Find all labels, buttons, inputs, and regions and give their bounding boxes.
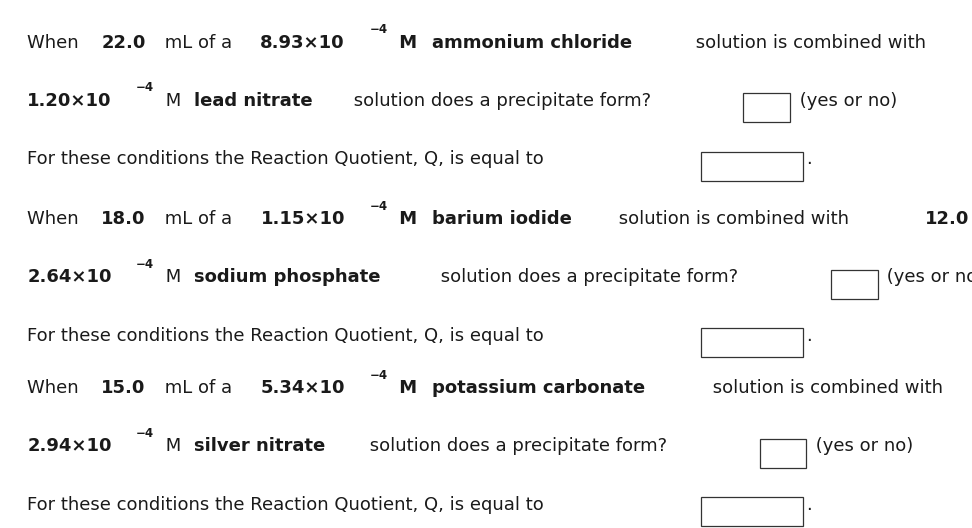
Text: M: M (159, 437, 187, 456)
Text: 5.34×10: 5.34×10 (260, 379, 345, 398)
Text: solution does a precipitate form?: solution does a precipitate form? (348, 91, 654, 110)
FancyBboxPatch shape (702, 497, 804, 526)
Text: solution does a precipitate form?: solution does a precipitate form? (364, 437, 671, 456)
Text: 2.64×10: 2.64×10 (27, 268, 112, 287)
Text: When: When (27, 33, 85, 52)
Text: mL of a: mL of a (158, 33, 237, 52)
Text: 8.93×10: 8.93×10 (260, 33, 345, 52)
Text: barium iodide: barium iodide (433, 210, 572, 229)
Text: potassium carbonate: potassium carbonate (432, 379, 645, 398)
Text: .: . (807, 149, 813, 168)
Text: (yes or no): (yes or no) (882, 268, 972, 287)
Text: For these conditions the Reaction Quotient, Q, is equal to: For these conditions the Reaction Quotie… (27, 495, 550, 514)
Text: mL of a: mL of a (158, 379, 237, 398)
Text: M: M (159, 91, 187, 110)
Text: M: M (393, 33, 423, 52)
FancyBboxPatch shape (702, 152, 804, 181)
Text: 15.0: 15.0 (101, 379, 146, 398)
Text: When: When (27, 210, 85, 229)
Text: .: . (807, 495, 813, 514)
Text: silver nitrate: silver nitrate (194, 437, 326, 456)
Text: solution is combined with: solution is combined with (690, 33, 932, 52)
Text: (yes or no): (yes or no) (794, 91, 897, 110)
Text: 22.0: 22.0 (101, 33, 146, 52)
Text: mL of a: mL of a (158, 210, 237, 229)
Text: solution does a precipitate form?: solution does a precipitate form? (435, 268, 742, 287)
Text: −4: −4 (136, 427, 155, 440)
FancyBboxPatch shape (702, 328, 804, 357)
Text: −4: −4 (136, 258, 155, 271)
Text: sodium phosphate: sodium phosphate (194, 268, 381, 287)
FancyBboxPatch shape (831, 270, 878, 299)
FancyBboxPatch shape (760, 439, 807, 468)
Text: −4: −4 (136, 81, 155, 94)
Text: 12.0: 12.0 (924, 210, 969, 229)
Text: lead nitrate: lead nitrate (194, 91, 313, 110)
Text: 18.0: 18.0 (101, 210, 146, 229)
Text: For these conditions the Reaction Quotient, Q, is equal to: For these conditions the Reaction Quotie… (27, 149, 550, 168)
Text: (yes or no): (yes or no) (811, 437, 914, 456)
Text: solution is combined with: solution is combined with (707, 379, 949, 398)
Text: 2.94×10: 2.94×10 (27, 437, 112, 456)
Text: M: M (159, 268, 187, 287)
Text: −4: −4 (369, 369, 388, 382)
Text: −4: −4 (369, 200, 388, 213)
Text: 1.15×10: 1.15×10 (260, 210, 345, 229)
Text: When: When (27, 379, 85, 398)
Text: −4: −4 (369, 23, 388, 36)
Text: 1.20×10: 1.20×10 (27, 91, 112, 110)
Text: ammonium chloride: ammonium chloride (433, 33, 632, 52)
Text: .: . (807, 326, 813, 345)
Text: M: M (393, 379, 423, 398)
FancyBboxPatch shape (744, 93, 790, 122)
Text: M: M (393, 210, 423, 229)
Text: For these conditions the Reaction Quotient, Q, is equal to: For these conditions the Reaction Quotie… (27, 326, 550, 345)
Text: solution is combined with: solution is combined with (612, 210, 854, 229)
